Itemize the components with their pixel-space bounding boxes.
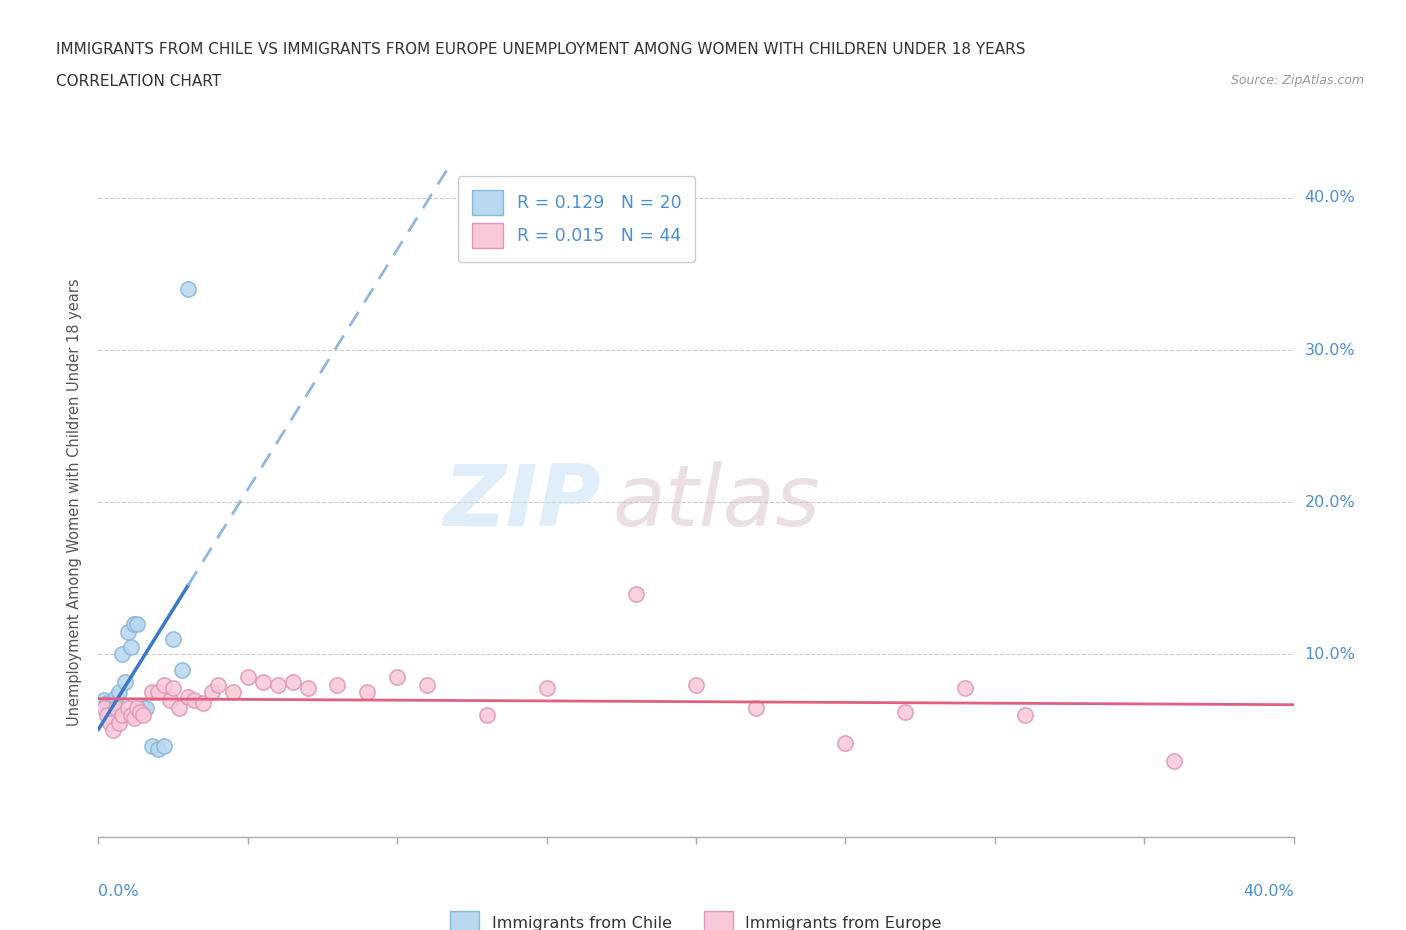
Point: [153, 738, 176, 753]
Point: [141, 738, 163, 753]
Point: [111, 647, 134, 662]
Text: 0.0%: 0.0%: [98, 884, 139, 899]
Point: [114, 674, 136, 689]
Point: [124, 617, 146, 631]
Text: atlas: atlas: [612, 460, 820, 544]
Text: 40.0%: 40.0%: [1305, 191, 1355, 206]
Point: [207, 677, 229, 692]
Point: [183, 693, 205, 708]
Point: [132, 708, 155, 723]
Point: [105, 689, 128, 704]
Point: [297, 681, 319, 696]
Point: [894, 705, 917, 720]
Point: [124, 711, 146, 725]
Point: [120, 639, 142, 654]
Point: [267, 677, 290, 692]
Text: ZIP: ZIP: [443, 460, 600, 544]
Text: 10.0%: 10.0%: [1305, 647, 1355, 662]
Point: [536, 681, 558, 696]
Legend: Immigrants from Chile, Immigrants from Europe: Immigrants from Chile, Immigrants from E…: [437, 898, 955, 930]
Text: 40.0%: 40.0%: [1243, 884, 1294, 899]
Point: [475, 708, 498, 723]
Point: [236, 670, 259, 684]
Point: [177, 282, 200, 297]
Point: [96, 708, 118, 723]
Point: [105, 700, 128, 715]
Point: [834, 736, 856, 751]
Text: 20.0%: 20.0%: [1305, 495, 1355, 510]
Y-axis label: Unemployment Among Women with Children Under 18 years: Unemployment Among Women with Children U…: [67, 278, 83, 726]
Point: [162, 631, 184, 646]
Point: [281, 674, 304, 689]
Point: [111, 708, 134, 723]
Point: [191, 696, 214, 711]
Point: [201, 685, 224, 700]
Text: 30.0%: 30.0%: [1305, 342, 1355, 357]
Point: [132, 700, 155, 715]
Point: [108, 715, 131, 730]
Point: [252, 674, 274, 689]
Point: [103, 723, 125, 737]
Text: IMMIGRANTS FROM CHILE VS IMMIGRANTS FROM EUROPE UNEMPLOYMENT AMONG WOMEN WITH CH: IMMIGRANTS FROM CHILE VS IMMIGRANTS FROM…: [56, 42, 1026, 57]
Point: [98, 715, 122, 730]
Point: [98, 700, 122, 715]
Point: [167, 700, 190, 715]
Point: [1014, 708, 1036, 723]
Point: [148, 685, 170, 700]
Point: [117, 624, 139, 639]
Point: [1163, 753, 1185, 768]
Point: [120, 708, 142, 723]
Point: [326, 677, 349, 692]
Point: [153, 677, 176, 692]
Point: [93, 693, 115, 708]
Point: [162, 681, 184, 696]
Point: [127, 617, 149, 631]
Point: [356, 685, 378, 700]
Point: [93, 700, 115, 715]
Point: [148, 741, 170, 756]
Point: [222, 685, 245, 700]
Point: [624, 586, 647, 601]
Point: [127, 700, 149, 715]
Point: [159, 693, 181, 708]
Point: [103, 696, 125, 711]
Point: [135, 700, 157, 715]
Point: [416, 677, 439, 692]
Point: [953, 681, 976, 696]
Point: [385, 670, 409, 684]
Point: [685, 677, 707, 692]
Point: [745, 700, 768, 715]
Point: [96, 696, 118, 711]
Point: [177, 689, 200, 704]
Text: Source: ZipAtlas.com: Source: ZipAtlas.com: [1230, 74, 1364, 87]
Point: [141, 685, 163, 700]
Point: [129, 705, 152, 720]
Point: [172, 662, 194, 677]
Text: CORRELATION CHART: CORRELATION CHART: [56, 74, 221, 89]
Point: [117, 700, 139, 715]
Point: [108, 685, 131, 700]
